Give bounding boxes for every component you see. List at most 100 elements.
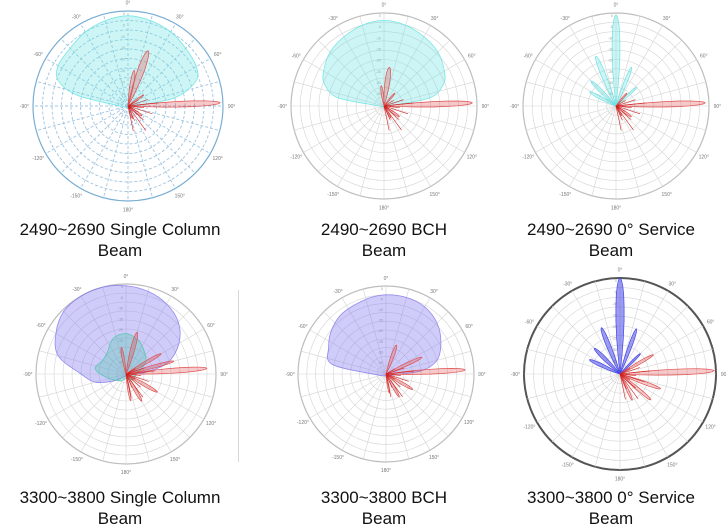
chart-caption-2: 2490~2690 0° Service Beam <box>496 219 726 261</box>
radial-tick-label: -30 <box>118 350 123 354</box>
angle-tick-label: 90° <box>482 104 490 110</box>
radial-tick-label: -5 <box>380 298 383 302</box>
angle-tick-label: -90° <box>278 104 287 110</box>
chart-caption-4: 3300~3800 BCH Beam <box>264 487 504 529</box>
angle-tick-label: 150° <box>170 457 180 463</box>
radial-tick-label: -10 <box>378 308 383 312</box>
angle-tick-label: 150° <box>429 455 439 461</box>
polar-grid <box>32 10 224 202</box>
angle-tick-label: -60° <box>34 52 43 58</box>
radial-tick-label: -25 <box>120 69 125 73</box>
radial-tick-label: -30 <box>378 350 383 354</box>
caption-line-1: 2490~2690 0° Service <box>527 220 695 239</box>
radial-tick-label: -10 <box>608 36 613 40</box>
angle-tick-label: 0° <box>614 3 619 9</box>
angle-tick-label: 60° <box>707 320 715 326</box>
polar-plot-3: 0° 30° 60° 90° 120° 150° 180° -150° -120° -90° -60… <box>23 274 228 476</box>
angle-tick-label: 180° <box>123 208 133 214</box>
angle-tick-label: -60° <box>524 53 533 59</box>
series-blue-wide <box>327 294 442 377</box>
angle-tick-label: 150° <box>667 463 677 469</box>
caption-line-2: Beam <box>361 241 407 260</box>
series-red-lobes <box>385 344 466 398</box>
radial-tick-label: -10 <box>120 35 125 39</box>
angle-tick-label: 60° <box>214 52 222 58</box>
series-blue-wide <box>54 285 181 383</box>
angle-tick-label: -30° <box>329 16 338 22</box>
angle-tick-label: 60° <box>465 324 473 330</box>
angle-tick-label: 60° <box>700 53 708 59</box>
radial-tick-label: -20 <box>118 328 123 332</box>
angle-tick-label: 90° <box>228 104 236 110</box>
caption-line-2: Beam <box>97 509 143 528</box>
radial-tick-label: -5 <box>614 291 617 295</box>
caption-line-1: 2490~2690 BCH <box>320 220 448 239</box>
angle-tick-label: 90° <box>220 372 228 378</box>
caption-line-1: 3300~3800 0° Service <box>527 488 695 507</box>
radial-tick-label: -35 <box>378 361 383 365</box>
polar-chart-1: 0° 30° 60° 90° 120° 150° 180° -150° -120° -90° -60… <box>264 0 504 275</box>
chart-caption-5: 3300~3800 0° Service Beam <box>496 487 726 529</box>
radial-tick-label: -20 <box>612 325 617 329</box>
radial-tick-label: 0 <box>381 287 383 291</box>
chart-caption-1: 2490~2690 BCH Beam <box>264 219 504 261</box>
radial-tick-label: -30 <box>608 81 613 85</box>
angle-tick-label: 30° <box>171 287 179 293</box>
angle-tick-label: -90° <box>285 372 294 378</box>
angle-tick-label: 60° <box>468 53 476 59</box>
angle-tick-label: -120° <box>290 155 302 161</box>
angle-tick-label: 120° <box>467 155 477 161</box>
angle-tick-label: -30° <box>72 14 81 20</box>
radial-tick-label: 0 <box>611 14 613 18</box>
angle-tick-label: -150° <box>559 192 571 198</box>
polar-chart-2: 0° 30° 60° 90° 120° 150° 180° -150° -120° -90° -60… <box>496 0 726 275</box>
radial-tick-label: -15 <box>608 48 613 52</box>
radial-tick-label: -20 <box>376 59 381 63</box>
radial-tick-label: -20 <box>608 59 613 63</box>
radial-tick-label: -5 <box>120 296 123 300</box>
polar-grid <box>290 12 478 200</box>
radial-tick-label: -30 <box>612 348 617 352</box>
angle-tick-label: 30° <box>430 289 438 295</box>
radial-tick-label: -30 <box>120 80 125 84</box>
angle-tick-label: 30° <box>176 14 184 20</box>
radial-tick-label: 0 <box>123 12 125 16</box>
radial-tick-label: -15 <box>120 46 125 50</box>
caption-line-1: 3300~3800 BCH <box>320 488 448 507</box>
polar-plot-0: 0° 30° 60° 90° 120° 150° 180° -150° -120° -90° -60… <box>20 0 236 213</box>
angle-tick-label: -90° <box>511 372 520 378</box>
angle-tick-label: 90° <box>721 372 726 378</box>
caption-line-2: Beam <box>361 509 407 528</box>
angle-tick-label: 0° <box>382 3 387 9</box>
radial-tick-label: -30 <box>376 81 381 85</box>
series-blue-lobes <box>588 277 641 375</box>
caption-line-2: Beam <box>588 509 634 528</box>
series-red-lobes <box>615 92 706 131</box>
radial-tick-label: -15 <box>612 314 617 318</box>
series-red-lobes <box>380 66 474 131</box>
angle-tick-label: 180° <box>379 205 389 211</box>
angle-tick-label: 120° <box>464 420 474 426</box>
angle-tick-label: 0° <box>124 274 129 280</box>
angle-tick-label: 120° <box>699 155 709 161</box>
series-cyan-lobes <box>589 14 638 107</box>
radial-tick-label: -25 <box>376 70 381 74</box>
series-red-lobes <box>127 50 221 132</box>
angle-tick-label: 30° <box>663 16 671 22</box>
angle-tick-label: -60° <box>525 320 534 326</box>
angle-tick-label: -150° <box>562 463 574 469</box>
angle-tick-label: -150° <box>70 194 82 200</box>
angle-tick-label: 180° <box>381 468 391 474</box>
angle-tick-label: -90° <box>510 104 519 110</box>
polar-chart-0: 0° 30° 60° 90° 120° 150° 180° -150° -120° -90° -60… <box>0 0 240 275</box>
polar-grid <box>35 283 217 465</box>
radial-tick-label: -15 <box>378 319 383 323</box>
angle-tick-label: 150° <box>662 192 672 198</box>
angle-tick-label: -120° <box>522 155 534 161</box>
radial-tick-label: -35 <box>120 92 125 96</box>
angle-tick-label: 0° <box>618 267 623 273</box>
angle-tick-label: -120° <box>32 156 44 162</box>
radial-tick-label: -35 <box>376 92 381 96</box>
angle-tick-label: -30° <box>561 16 570 22</box>
polar-plot-1: 0° 30° 60° 90° 120° 150° 180° -150° -120° -90° -60… <box>278 3 490 212</box>
